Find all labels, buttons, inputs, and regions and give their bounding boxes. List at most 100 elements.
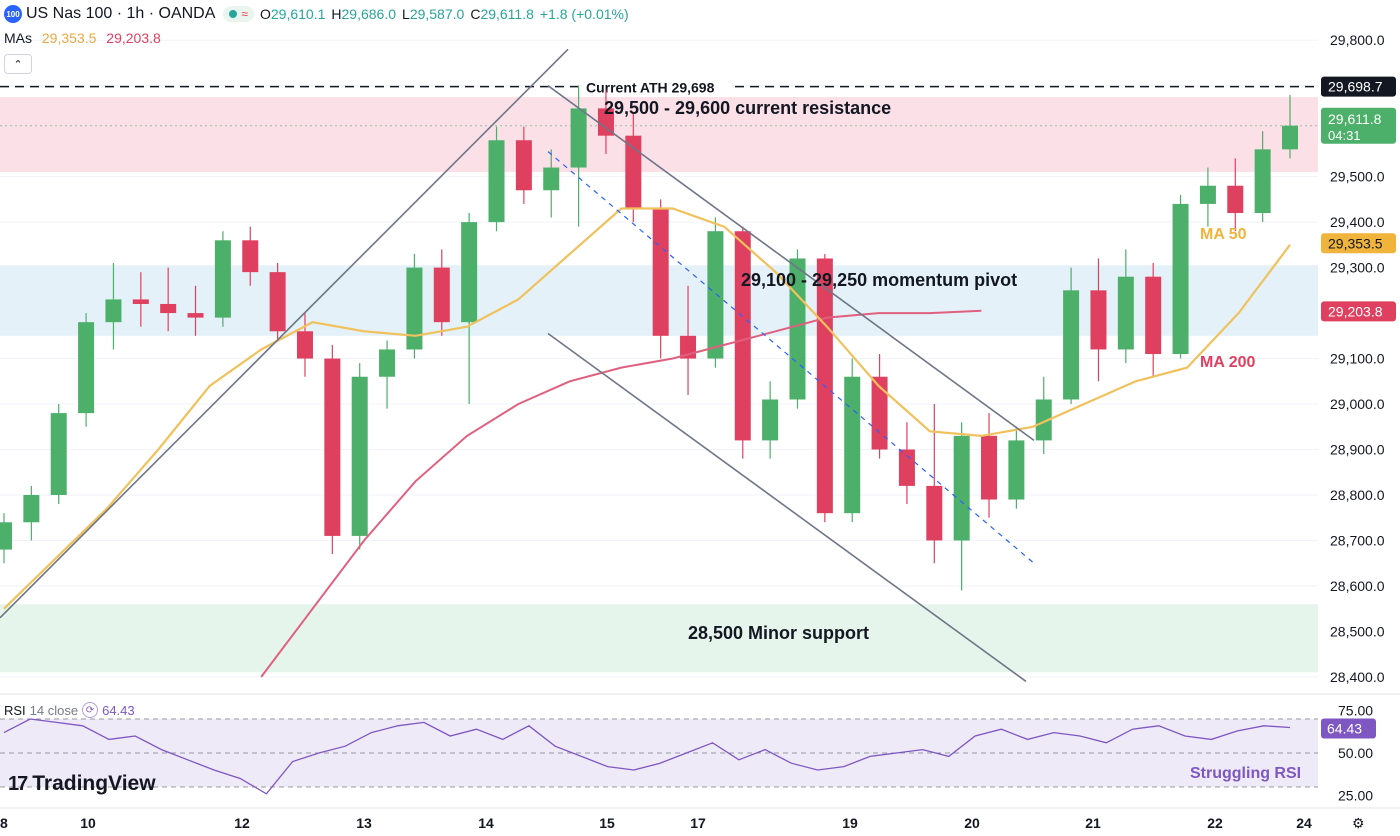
candle-body [0,522,12,550]
price-tick-label: 28,500.0 [1330,623,1385,639]
gear-icon[interactable]: ⚙ [1352,815,1365,831]
candle-body [1090,290,1107,350]
candle-body [50,413,67,495]
trend-line [547,332,1027,683]
candle-body [871,376,888,450]
wave-icon: ≈ [241,7,248,21]
candle-body [707,231,724,359]
rsi-legend-params: 14 close [29,702,79,718]
time-tick-label: 21 [1085,815,1101,831]
tradingview-mark-icon: 17 [8,772,28,795]
candle-body [570,108,587,168]
zone-label-resistance: 29,500 - 29,600 current resistance [604,98,891,118]
symbol-header: 100 US Nas 100 · 1h · OANDA ≈ O29,610.1 … [4,4,635,24]
candle-body [406,267,423,350]
candle-body [296,331,313,359]
zone-label-support: 28,500 Minor support [688,623,869,643]
candle-body [324,358,341,536]
zone-band [0,97,1318,173]
candle-body [789,258,806,400]
low-value: L29,587.0 [402,6,465,22]
candle-body [488,140,505,223]
ath-label-bg [582,77,732,96]
price-tick-label: 28,700.0 [1330,532,1385,548]
candle-body [1063,290,1080,400]
candle-body [132,299,149,304]
ma-legend-label: MAs [4,30,32,46]
time-tick-label: 10 [80,815,96,831]
candle-body [762,399,779,441]
open-value: O29,610.1 [260,6,326,22]
ma200-price-badge-bg [1321,301,1396,322]
candle-body [1008,440,1025,500]
rsi-line [3,718,1291,795]
ma-legend[interactable]: MAs 29,353.5 29,203.8 [4,30,161,46]
ma50-line [3,207,1291,610]
price-tick-label: 28,600.0 [1330,578,1385,594]
midline-dashed [547,151,1035,564]
rsi-legend[interactable]: RSI 14 close ⟳ 64.43 [4,702,135,718]
candle-body [214,240,231,318]
last-price-badge: 29,611.8 [1328,111,1382,127]
candle-body [1117,276,1134,350]
time-tick-label: 12 [234,815,250,831]
ma50-label: MA 50 [1200,226,1247,243]
candle-body [1282,125,1298,150]
ath-price-badge: 29,698.7 [1328,79,1383,95]
candle-body [926,485,943,541]
symbol-title[interactable]: US Nas 100 · 1h · OANDA [26,5,216,22]
price-tick-label: 29,800.0 [1330,32,1385,48]
time-tick-label: 15 [599,815,615,831]
candle-body [433,267,450,323]
rsi-tick-label: 50.00 [1338,745,1373,761]
candle-body [1172,203,1189,354]
price-tick-label: 28,800.0 [1330,487,1385,503]
ath-label: Current ATH 29,698 [586,80,715,96]
collapse-legend-button[interactable]: ⌃ [4,54,32,74]
candle-body [23,494,40,523]
rsi-tick-label: 25.00 [1338,788,1373,804]
symbol-logo-icon[interactable]: 100 [4,5,22,23]
trend-line [0,48,569,619]
change-value: +1.8 (+0.01%) [539,6,629,22]
candle-body [351,376,368,536]
market-status-badge[interactable]: ≈ [223,6,254,22]
candle-body [461,222,478,323]
time-tick-label: 19 [842,815,858,831]
rsi-legend-label: RSI [4,702,26,718]
candle-body [953,435,970,541]
candle-body [981,435,998,500]
last-price-badge-bg [1321,107,1396,144]
bar-countdown: 04:31 [1328,128,1361,143]
time-tick-label: 13 [356,815,372,831]
market-open-icon [229,10,238,18]
candle-body [1254,149,1271,214]
candle-body [187,313,204,318]
tradingview-logo[interactable]: 17 TradingView [8,772,156,796]
time-tick-label: 24 [1296,815,1312,831]
ath-price-badge-bg [1321,76,1396,97]
candle-body [652,208,669,336]
candle-body [105,299,122,323]
candle-body [597,108,614,136]
sync-icon[interactable]: ⟳ [82,702,99,718]
candle-body [625,135,642,209]
rsi-annotation: Struggling RSI [1190,765,1301,782]
zone-band [0,604,1318,673]
time-tick-label: 14 [478,815,494,831]
candle-body [379,349,396,377]
time-tick-label: 20 [964,815,980,831]
chevron-up-icon: ⌃ [13,58,23,71]
ma50-price-badge: 29,353.5 [1328,235,1383,251]
tradingview-wordmark: TradingView [32,772,156,795]
rsi-legend-value: 64.43 [102,702,135,718]
ma50-legend-value: 29,353.5 [41,30,97,46]
price-tick-label: 28,900.0 [1330,442,1385,458]
close-value: C29,611.8 [470,6,534,22]
rsi-value-badge: 64.43 [1327,720,1362,736]
ma200-legend-value: 29,203.8 [106,30,161,46]
high-value: H29,686.0 [331,6,397,22]
rsi-value-badge-bg [1321,718,1376,739]
candle-body [1199,185,1216,204]
